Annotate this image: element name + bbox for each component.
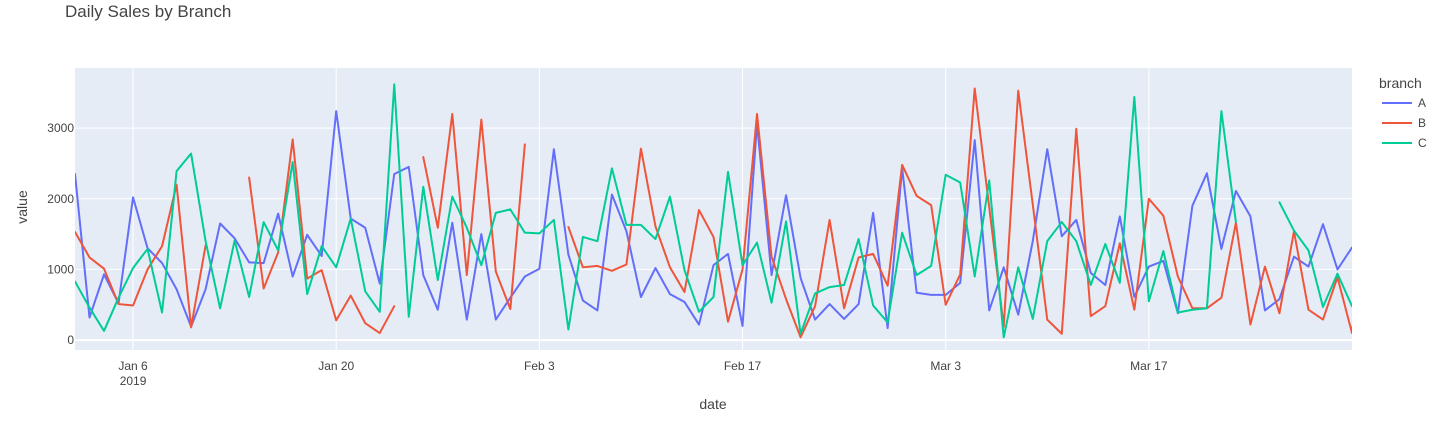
legend-title: branch <box>1379 75 1422 91</box>
series-line-c <box>75 83 1352 339</box>
x-axis-title: date <box>699 396 726 412</box>
y-axis-ticks: 0 1000 2000 3000 <box>47 121 74 347</box>
x-tick-label: Feb 17 <box>724 359 762 373</box>
grid-lines <box>75 68 1352 350</box>
y-tick-label: 2000 <box>47 192 74 206</box>
legend-label: C <box>1418 136 1427 150</box>
x-tick-label: Mar 17 <box>1130 359 1168 373</box>
y-tick-label: 0 <box>67 333 74 347</box>
legend-item-a[interactable]: A <box>1382 96 1426 110</box>
legend-label: B <box>1418 116 1426 130</box>
series-lines <box>75 83 1352 339</box>
plot-area <box>75 68 1352 350</box>
series-line-b <box>75 87 1352 339</box>
x-tick-label: Feb 3 <box>524 359 555 373</box>
x-tick-label: Mar 3 <box>930 359 961 373</box>
chart-title: Daily Sales by Branch <box>65 2 231 21</box>
y-tick-label: 3000 <box>47 121 74 135</box>
legend-item-c[interactable]: C <box>1382 136 1427 150</box>
legend-label: A <box>1418 96 1426 110</box>
legend-item-b[interactable]: B <box>1382 116 1426 130</box>
series-line-a <box>75 110 1352 330</box>
x-tick-label: Jan 20 <box>318 359 354 373</box>
legend: branch ABC <box>1379 75 1427 150</box>
y-axis-title: value <box>14 190 30 224</box>
x-tick-label: Jan 6 <box>118 359 148 373</box>
y-tick-label: 1000 <box>47 262 74 276</box>
x-tick-sublabel: 2019 <box>120 374 147 388</box>
